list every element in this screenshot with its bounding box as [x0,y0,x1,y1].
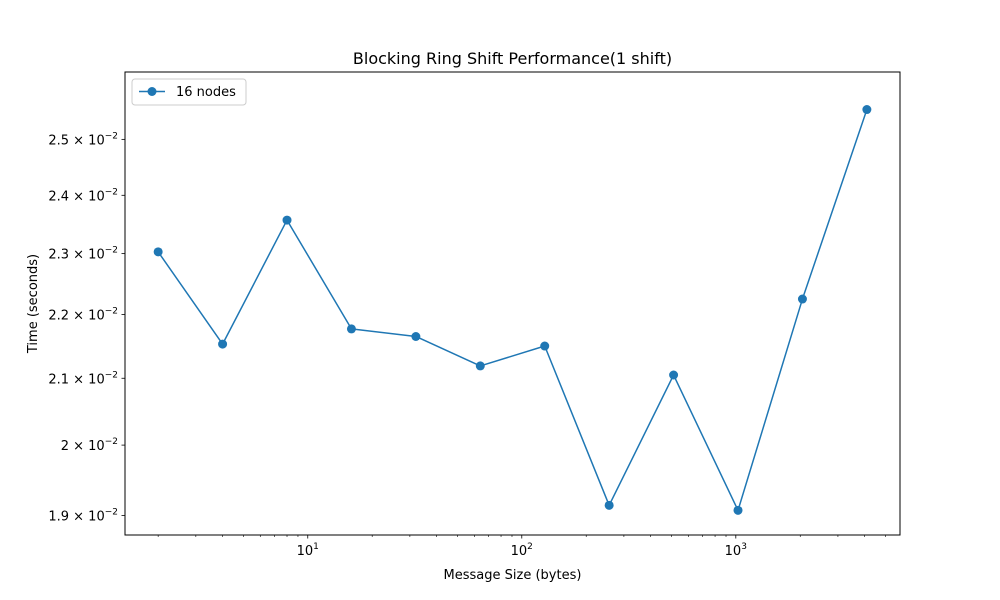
x-tick-label: 101 [297,542,319,559]
data-point [604,500,614,510]
legend-marker-swatch [147,87,157,96]
x-tick-label: 102 [511,542,533,559]
data-point [411,331,421,341]
legend-entry-label: 16 nodes [176,85,236,100]
y-axis-label: Time (seconds) [26,254,41,354]
data-point [797,294,807,304]
series-line [157,109,868,512]
y-axis-ticks: 1.9 × 10−2 2 × 10−2 2.1 × 10−2 2.2 × 10−2 2.… [48,131,125,524]
y-tick-label: 2.3 × 10−2 [48,246,118,263]
legend-box [131,78,247,106]
x-tick-label: 103 [725,542,747,559]
y-tick-label: 1.9 × 10−2 [48,507,118,524]
series-layer [153,105,872,515]
y-tick-label: 2.1 × 10−2 [48,370,118,387]
x-axis-label: Message Size (bytes) [444,568,582,583]
data-point [540,341,550,351]
legend: 16 nodes [131,78,247,106]
plot-area-frame [124,71,901,536]
data-point [218,339,228,349]
y-tick-label: 2.4 × 10−2 [48,187,118,204]
data-point [153,247,163,257]
data-point [346,324,356,334]
x-axis-ticks: 101 102 103 [157,535,886,559]
y-tick-label: 2 × 10−2 [61,437,118,454]
y-tick-label: 2.5 × 10−2 [48,131,118,148]
data-point [282,215,292,225]
data-point [733,505,743,515]
data-point [862,105,872,115]
data-point [475,361,485,371]
data-point [669,370,679,380]
y-tick-label: 2.2 × 10−2 [48,307,118,324]
chart-title: Blocking Ring Shift Performance(1 shift) [353,49,672,68]
